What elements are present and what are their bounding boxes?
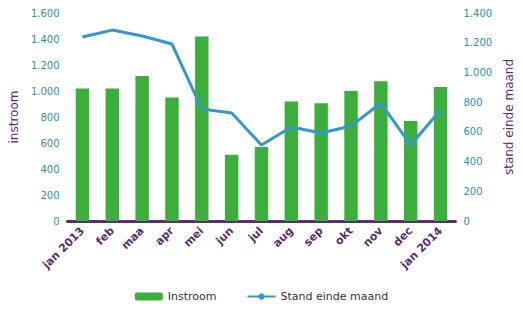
svg-text:nov: nov: [360, 224, 385, 249]
svg-text:sep: sep: [301, 224, 326, 249]
svg-text:1.200: 1.200: [31, 60, 60, 71]
svg-text:1.000: 1.000: [463, 67, 492, 78]
svg-text:jun: jun: [213, 224, 237, 248]
svg-text:aug: aug: [270, 224, 296, 250]
svg-text:okt: okt: [332, 224, 355, 247]
svg-text:400: 400: [40, 164, 59, 175]
svg-text:1.600: 1.600: [31, 8, 60, 19]
svg-text:600: 600: [40, 138, 59, 149]
svg-text:jan 2014: jan 2014: [397, 224, 445, 272]
svg-text:1.200: 1.200: [463, 37, 492, 48]
svg-text:1.000: 1.000: [31, 86, 60, 97]
svg-text:200: 200: [40, 190, 59, 201]
svg-text:apr: apr: [153, 224, 177, 248]
svg-text:400: 400: [463, 156, 482, 167]
svg-text:800: 800: [463, 97, 482, 108]
svg-text:dec: dec: [391, 224, 416, 249]
svg-text:feb: feb: [93, 224, 116, 247]
svg-text:Stand einde maand: Stand einde maand: [281, 290, 389, 303]
svg-text:instroom: instroom: [7, 91, 21, 144]
svg-text:800: 800: [40, 112, 59, 123]
svg-text:maa: maa: [119, 224, 147, 252]
svg-text:stand einde maand: stand einde maand: [502, 59, 516, 175]
svg-text:mei: mei: [181, 224, 206, 249]
svg-text:600: 600: [463, 126, 482, 137]
svg-text:jan 2013: jan 2013: [39, 224, 87, 272]
svg-text:200: 200: [463, 186, 482, 197]
svg-text:1.400: 1.400: [31, 34, 60, 45]
svg-text:0: 0: [463, 216, 469, 227]
svg-text:jul: jul: [245, 224, 266, 245]
svg-text:1.400: 1.400: [463, 8, 492, 19]
svg-text:0: 0: [53, 216, 59, 227]
svg-text:Instroom: Instroom: [168, 290, 217, 303]
